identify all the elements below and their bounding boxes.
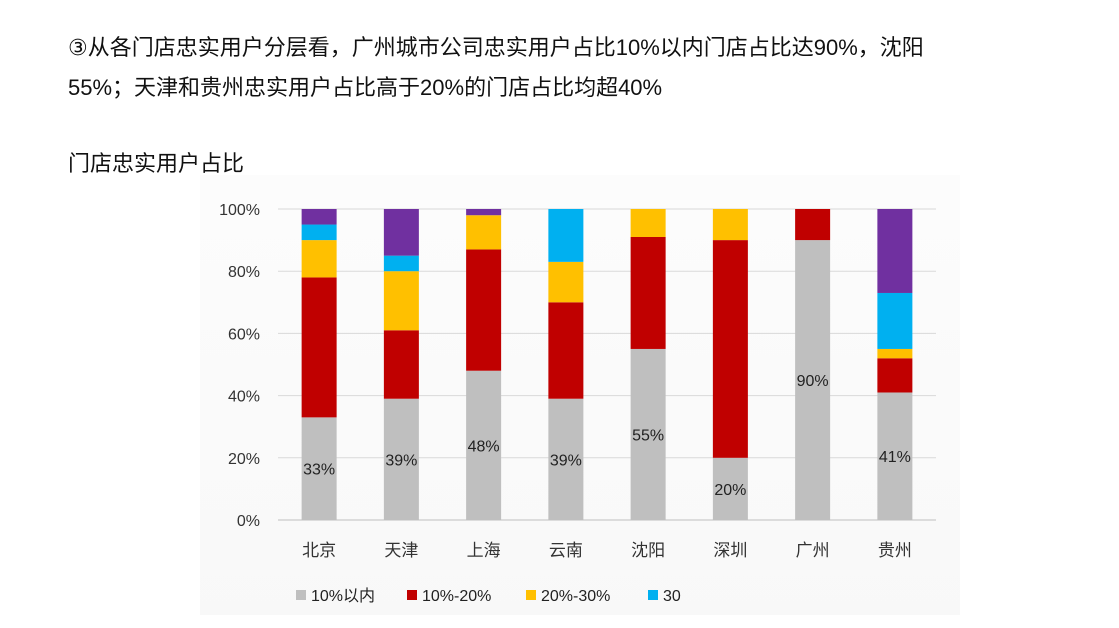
bar-segment (383, 398, 419, 520)
y-tick-label: 100% (219, 202, 260, 219)
legend-swatch (407, 590, 417, 600)
bar-segment (301, 240, 337, 278)
bar-segment (712, 457, 748, 520)
intro-line-2: 55%；天津和贵州忠实用户占比高于20%的门店占比均超40% (68, 75, 663, 100)
data-label: 33% (303, 462, 335, 479)
intro-line-1: ③从各门店忠实用户分层看，广州城市公司忠实用户占比10%以内门店占比达90%，沈… (68, 35, 924, 60)
data-label: 90% (797, 373, 829, 390)
bar-segment (795, 209, 831, 241)
bar-segment (548, 302, 584, 399)
bar-segment (301, 417, 337, 520)
legend-swatch (296, 590, 306, 600)
legend-label: 20%-30% (541, 588, 610, 605)
bar-segment (301, 224, 337, 241)
bar-segment (301, 209, 337, 225)
data-label: 20% (714, 482, 746, 499)
y-tick-label: 60% (228, 326, 260, 343)
bar-segment (712, 209, 748, 241)
category-label: 广州 (796, 541, 830, 560)
data-label: 41% (879, 449, 911, 466)
data-label: 39% (385, 452, 417, 469)
bar-segment (383, 271, 419, 331)
bar-segment (877, 358, 913, 393)
intro-paragraph: ③从各门店忠实用户分层看，广州城市公司忠实用户占比10%以内门店占比达90%，沈… (68, 28, 1098, 108)
bar-segment (630, 209, 666, 237)
bar-segment (712, 240, 748, 458)
data-label: 39% (550, 452, 582, 469)
bar-segment (466, 215, 502, 250)
data-label: 55% (632, 427, 664, 444)
category-label: 北京 (302, 541, 336, 560)
bar-segment (548, 261, 584, 303)
y-tick-label: 80% (228, 264, 260, 281)
chart-title: 门店忠实用户占比 (68, 151, 245, 176)
y-tick-label: 40% (228, 389, 260, 406)
bar-segment (383, 255, 419, 272)
legend-label: 10%以内 (311, 587, 375, 605)
data-label: 48% (468, 438, 500, 455)
category-label: 上海 (467, 541, 501, 560)
legend-swatch (526, 590, 536, 600)
bar-segment (383, 209, 419, 256)
category-label: 贵州 (878, 541, 912, 560)
bar-segment (877, 292, 913, 349)
y-tick-label: 20% (228, 451, 260, 468)
bar-segment (877, 348, 913, 359)
bar-segment (795, 240, 831, 520)
bar-segment (877, 392, 913, 520)
category-label: 沈阳 (631, 541, 665, 560)
bar-segment (877, 209, 913, 293)
category-label: 深圳 (713, 541, 747, 560)
bar-segment (301, 277, 337, 418)
legend-label: 30 (663, 588, 681, 605)
y-tick-label: 0% (237, 513, 260, 530)
category-label: 天津 (384, 541, 418, 560)
category-label: 云南 (549, 541, 583, 560)
bar-segment (466, 209, 502, 216)
bar-segment (466, 249, 502, 371)
bar-segment (548, 398, 584, 520)
bar-segment (548, 209, 584, 262)
bar-segment (383, 330, 419, 399)
bar-segment (466, 370, 502, 520)
legend-label: 10%-20% (422, 588, 491, 605)
legend-swatch (648, 590, 658, 600)
bar-segment (630, 348, 666, 520)
bar-segment (630, 236, 666, 349)
